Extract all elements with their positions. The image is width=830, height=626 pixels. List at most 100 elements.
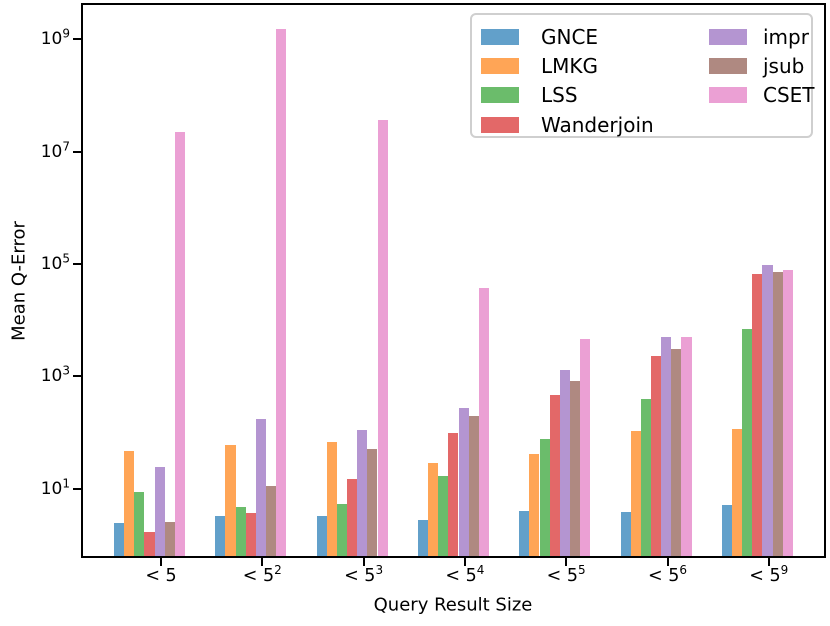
bar-impr-4 <box>559 369 570 556</box>
y-tick-mark <box>73 262 81 265</box>
bar-LSS-5 <box>640 399 651 556</box>
y-tick-label: 105 <box>40 251 70 274</box>
bar-GNCE-4 <box>519 510 530 556</box>
bar-LMKG-4 <box>529 454 540 556</box>
x-tick-mark <box>767 558 770 566</box>
x-tick-mark <box>160 558 162 566</box>
bar-Wanderjoin-3 <box>448 433 459 556</box>
x-tick-label: < 54 <box>445 563 485 586</box>
bar-impr-0 <box>154 467 165 556</box>
bar-impr-1 <box>255 418 267 556</box>
legend-item-cset: CSET <box>709 81 815 110</box>
x-tick-mark <box>565 558 568 566</box>
x-axis-title: Query Result Size <box>373 594 533 616</box>
y-tick-label: 107 <box>40 138 70 162</box>
y-tick-mark <box>73 38 81 41</box>
x-tick-label: < 53 <box>344 563 384 586</box>
legend-item-lss: LSS <box>481 81 654 110</box>
bar-CSET-0 <box>174 132 186 556</box>
legend-label-lss: LSS <box>541 83 578 108</box>
x-tick-label: < 55 <box>546 563 586 586</box>
bar-CSET-6 <box>782 269 793 556</box>
bar-LMKG-0 <box>124 451 135 556</box>
legend-label-cset: CSET <box>763 83 815 108</box>
legend-swatch-jsub <box>709 57 747 74</box>
bar-GNCE-2 <box>316 516 327 556</box>
bar-CSET-4 <box>580 339 591 556</box>
bar-LSS-0 <box>134 492 145 556</box>
bar-impr-3 <box>458 408 469 556</box>
x-tick-mark <box>261 558 264 566</box>
bar-jsub-5 <box>671 348 682 556</box>
x-tick-mark <box>463 558 466 566</box>
bar-Wanderjoin-6 <box>752 274 763 556</box>
legend-swatch-wanderjoin <box>481 116 519 133</box>
y-tick-mark <box>73 487 81 490</box>
bar-jsub-4 <box>569 380 581 556</box>
y-tick-mark <box>73 375 81 378</box>
y-tick-mark <box>73 150 81 153</box>
legend-item-lmkg: LMKG <box>481 51 654 80</box>
legend-item-gnce: GNCE <box>481 22 654 51</box>
legend: GNCE LMKG LSS Wanderjoin impr jsub <box>470 13 815 139</box>
bar-CSET-5 <box>681 337 692 556</box>
bar-LMKG-6 <box>731 429 743 556</box>
legend-swatch-lmkg <box>481 57 519 74</box>
bar-impr-2 <box>357 430 368 556</box>
bar-GNCE-0 <box>114 523 125 556</box>
y-tick-label: 109 <box>40 26 70 50</box>
bar-Wanderjoin-0 <box>144 531 155 556</box>
legend-column-right: impr jsub CSET <box>709 22 815 110</box>
x-tick-label: < 59 <box>749 563 789 586</box>
bar-CSET-3 <box>478 288 489 556</box>
bar-LSS-4 <box>539 439 550 556</box>
legend-label-lmkg: LMKG <box>541 53 599 78</box>
x-tick-mark <box>666 558 669 566</box>
bar-impr-6 <box>762 265 773 556</box>
bar-LMKG-1 <box>225 444 236 556</box>
bar-LMKG-3 <box>428 463 439 556</box>
legend-label-gnce: GNCE <box>541 24 599 49</box>
bar-LMKG-2 <box>326 442 337 556</box>
bar-GNCE-6 <box>721 504 732 556</box>
y-tick-label: 101 <box>40 475 70 499</box>
bar-jsub-3 <box>468 415 479 556</box>
bar-LSS-3 <box>438 475 449 556</box>
x-tick-mark <box>362 558 365 566</box>
y-axis-title: Mean Q-Error <box>8 221 30 341</box>
bar-LSS-1 <box>235 506 246 556</box>
bar-LSS-2 <box>336 504 348 556</box>
bar-CSET-2 <box>377 119 388 556</box>
bar-Wanderjoin-5 <box>650 355 662 556</box>
legend-label-impr: impr <box>763 24 809 49</box>
legend-swatch-gnce <box>481 28 519 45</box>
x-tick-label: < 52 <box>242 563 282 586</box>
legend-swatch-impr <box>709 28 747 45</box>
x-tick-label: < 56 <box>647 563 687 586</box>
bar-jsub-6 <box>772 271 783 556</box>
legend-label-jsub: jsub <box>763 53 805 78</box>
bar-Wanderjoin-4 <box>549 395 560 556</box>
legend-column-left: GNCE LMKG LSS Wanderjoin <box>481 22 654 139</box>
bar-jsub-2 <box>367 448 378 556</box>
legend-item-impr: impr <box>709 22 815 51</box>
bar-LSS-6 <box>742 329 753 556</box>
x-tick-label: < 5 <box>145 566 177 586</box>
legend-swatch-lss <box>481 87 519 104</box>
bar-GNCE-5 <box>620 511 631 556</box>
bar-impr-5 <box>661 336 672 556</box>
bar-Wanderjoin-2 <box>347 478 358 556</box>
legend-label-wanderjoin: Wanderjoin <box>541 112 654 137</box>
bar-GNCE-1 <box>215 516 226 556</box>
bar-jsub-0 <box>164 522 175 556</box>
bar-Wanderjoin-1 <box>245 512 256 556</box>
y-tick-label: 103 <box>40 363 70 387</box>
bar-jsub-1 <box>266 486 277 556</box>
legend-item-wanderjoin: Wanderjoin <box>481 110 654 139</box>
bar-LMKG-5 <box>630 431 641 556</box>
legend-swatch-cset <box>709 87 747 104</box>
bar-GNCE-3 <box>417 519 429 556</box>
legend-item-jsub: jsub <box>709 51 815 80</box>
bar-CSET-1 <box>276 29 287 556</box>
